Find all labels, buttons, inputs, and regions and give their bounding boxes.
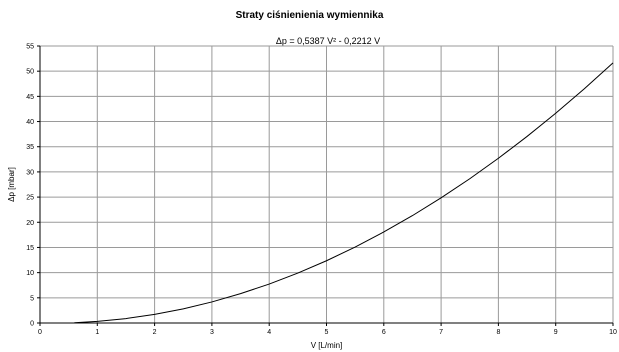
x-tick-label: 1: [95, 329, 99, 336]
x-tick-label: 4: [267, 329, 271, 336]
x-tick-label: 2: [153, 329, 157, 336]
y-tick-label: 45: [26, 94, 34, 101]
y-tick-label: 20: [26, 220, 34, 227]
x-tick-label: 7: [439, 329, 443, 336]
y-tick-label: 50: [26, 69, 34, 76]
x-tick-label: 6: [382, 329, 386, 336]
x-axis-label: V [L/min]: [311, 341, 343, 350]
y-tick-label: 25: [26, 195, 34, 202]
y-tick-label: 5: [30, 295, 34, 302]
axes: [37, 45, 614, 326]
x-tick-label: 5: [325, 329, 329, 336]
series-line: [74, 62, 614, 324]
y-tick-label: 30: [26, 169, 34, 176]
x-tick-label: 9: [554, 329, 558, 336]
x-tick-label: 0: [38, 329, 42, 336]
grid-lines: [40, 45, 614, 323]
y-tick-label: 55: [26, 44, 34, 51]
y-axis-label: Δp [mbar]: [7, 167, 16, 202]
y-tick-label: 35: [26, 144, 34, 151]
chart-title: Straty ciśnienienia wymiennika: [235, 10, 384, 21]
y-tick-label: 10: [26, 270, 34, 277]
x-tick-label: 8: [496, 329, 500, 336]
y-tick-label: 40: [26, 119, 34, 126]
y-tick-labels: 0 5 10 15 20 25 30 35 40 45 50 55: [26, 44, 34, 328]
y-tick-label: 0: [30, 321, 34, 328]
x-tick-labels: 0 1 2 3 4 5 6 7 8 9 10: [38, 329, 617, 336]
y-tick-label: 15: [26, 245, 34, 252]
chart-equation: Δp = 0,5387 V² - 0,2212 V: [275, 36, 381, 46]
x-tick-label: 3: [210, 329, 214, 336]
x-tick-label: 10: [609, 329, 617, 336]
